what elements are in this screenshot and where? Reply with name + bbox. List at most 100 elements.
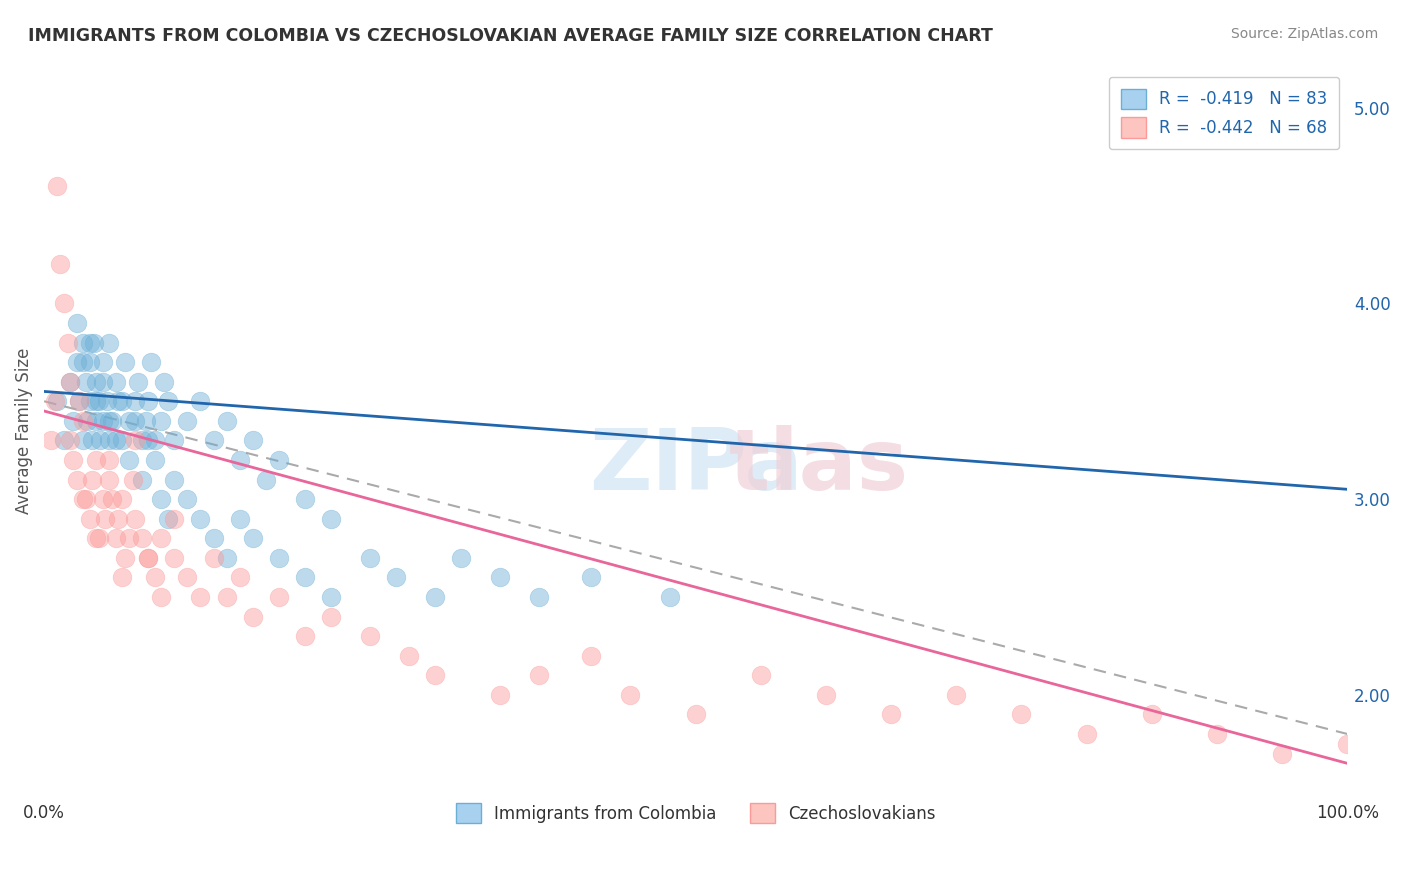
Point bbox=[242, 609, 264, 624]
Point bbox=[72, 434, 94, 448]
Point bbox=[398, 648, 420, 663]
Point bbox=[319, 609, 342, 624]
Point bbox=[124, 414, 146, 428]
Point bbox=[489, 570, 512, 584]
Point bbox=[84, 414, 107, 428]
Point bbox=[294, 629, 316, 643]
Point bbox=[138, 550, 160, 565]
Point bbox=[228, 453, 250, 467]
Point bbox=[82, 434, 104, 448]
Point bbox=[156, 394, 179, 409]
Point bbox=[1205, 727, 1227, 741]
Point bbox=[94, 511, 117, 525]
Point bbox=[581, 570, 603, 584]
Point bbox=[202, 434, 225, 448]
Point bbox=[945, 688, 967, 702]
Point bbox=[267, 590, 290, 604]
Point bbox=[66, 355, 89, 369]
Point bbox=[143, 434, 166, 448]
Point bbox=[131, 531, 153, 545]
Point bbox=[176, 570, 198, 584]
Point bbox=[254, 473, 277, 487]
Point bbox=[59, 375, 82, 389]
Point bbox=[150, 590, 173, 604]
Point bbox=[56, 335, 79, 350]
Point bbox=[118, 531, 141, 545]
Point bbox=[79, 335, 101, 350]
Point bbox=[423, 590, 446, 604]
Point bbox=[111, 492, 134, 507]
Point bbox=[84, 531, 107, 545]
Point bbox=[98, 473, 121, 487]
Point bbox=[215, 590, 238, 604]
Point bbox=[82, 473, 104, 487]
Point bbox=[489, 688, 512, 702]
Point bbox=[107, 511, 129, 525]
Point bbox=[880, 707, 903, 722]
Point bbox=[72, 414, 94, 428]
Point bbox=[67, 394, 90, 409]
Point bbox=[156, 511, 179, 525]
Point bbox=[228, 570, 250, 584]
Point bbox=[138, 550, 160, 565]
Point bbox=[104, 434, 127, 448]
Point bbox=[267, 550, 290, 565]
Point bbox=[121, 473, 143, 487]
Point bbox=[91, 375, 114, 389]
Point bbox=[48, 257, 70, 271]
Point bbox=[215, 550, 238, 565]
Point bbox=[118, 414, 141, 428]
Point bbox=[101, 414, 124, 428]
Point bbox=[87, 531, 110, 545]
Point bbox=[138, 434, 160, 448]
Point bbox=[1336, 737, 1358, 751]
Point bbox=[98, 414, 121, 428]
Point bbox=[385, 570, 408, 584]
Point bbox=[319, 590, 342, 604]
Point bbox=[294, 570, 316, 584]
Point bbox=[98, 434, 121, 448]
Point bbox=[84, 453, 107, 467]
Point bbox=[450, 550, 472, 565]
Point bbox=[215, 414, 238, 428]
Point bbox=[75, 375, 97, 389]
Point bbox=[163, 434, 186, 448]
Point bbox=[1140, 707, 1163, 722]
Point bbox=[39, 434, 62, 448]
Point bbox=[242, 434, 264, 448]
Point bbox=[59, 434, 82, 448]
Point bbox=[76, 414, 98, 428]
Point bbox=[202, 531, 225, 545]
Point bbox=[581, 648, 603, 663]
Point bbox=[143, 453, 166, 467]
Point bbox=[294, 492, 316, 507]
Point bbox=[176, 492, 198, 507]
Point bbox=[529, 668, 551, 682]
Point bbox=[190, 511, 212, 525]
Point bbox=[423, 668, 446, 682]
Point bbox=[89, 434, 111, 448]
Point bbox=[79, 355, 101, 369]
Point bbox=[131, 434, 153, 448]
Point bbox=[359, 629, 381, 643]
Point bbox=[107, 394, 129, 409]
Point bbox=[104, 531, 127, 545]
Point bbox=[101, 492, 124, 507]
Text: ZIPa: ZIPa bbox=[589, 425, 803, 508]
Point bbox=[658, 590, 681, 604]
Point bbox=[267, 453, 290, 467]
Point bbox=[228, 511, 250, 525]
Point bbox=[131, 473, 153, 487]
Text: IMMIGRANTS FROM COLOMBIA VS CZECHOSLOVAKIAN AVERAGE FAMILY SIZE CORRELATION CHAR: IMMIGRANTS FROM COLOMBIA VS CZECHOSLOVAK… bbox=[28, 27, 993, 45]
Point bbox=[163, 511, 186, 525]
Point bbox=[118, 453, 141, 467]
Point bbox=[163, 550, 186, 565]
Point bbox=[98, 453, 121, 467]
Point bbox=[72, 335, 94, 350]
Point bbox=[79, 511, 101, 525]
Point bbox=[111, 394, 134, 409]
Point bbox=[111, 570, 134, 584]
Point bbox=[127, 375, 149, 389]
Point bbox=[79, 394, 101, 409]
Point bbox=[190, 394, 212, 409]
